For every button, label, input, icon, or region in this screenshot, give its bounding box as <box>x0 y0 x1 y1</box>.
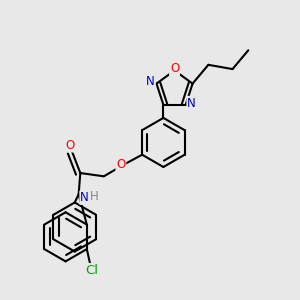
Text: O: O <box>116 158 125 171</box>
Text: N: N <box>187 97 196 110</box>
Text: N: N <box>146 76 155 88</box>
Text: H: H <box>90 190 99 203</box>
Text: O: O <box>65 139 74 152</box>
Text: Cl: Cl <box>85 264 98 277</box>
Text: N: N <box>80 191 89 204</box>
Text: O: O <box>170 62 179 75</box>
